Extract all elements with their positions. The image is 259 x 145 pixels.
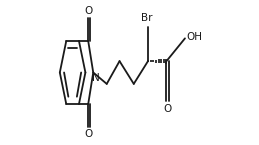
Text: O: O bbox=[85, 129, 93, 139]
Text: Br: Br bbox=[141, 13, 152, 23]
Text: OH: OH bbox=[187, 32, 203, 42]
Text: N: N bbox=[92, 73, 100, 83]
Text: O: O bbox=[163, 105, 171, 115]
Text: O: O bbox=[85, 6, 93, 16]
